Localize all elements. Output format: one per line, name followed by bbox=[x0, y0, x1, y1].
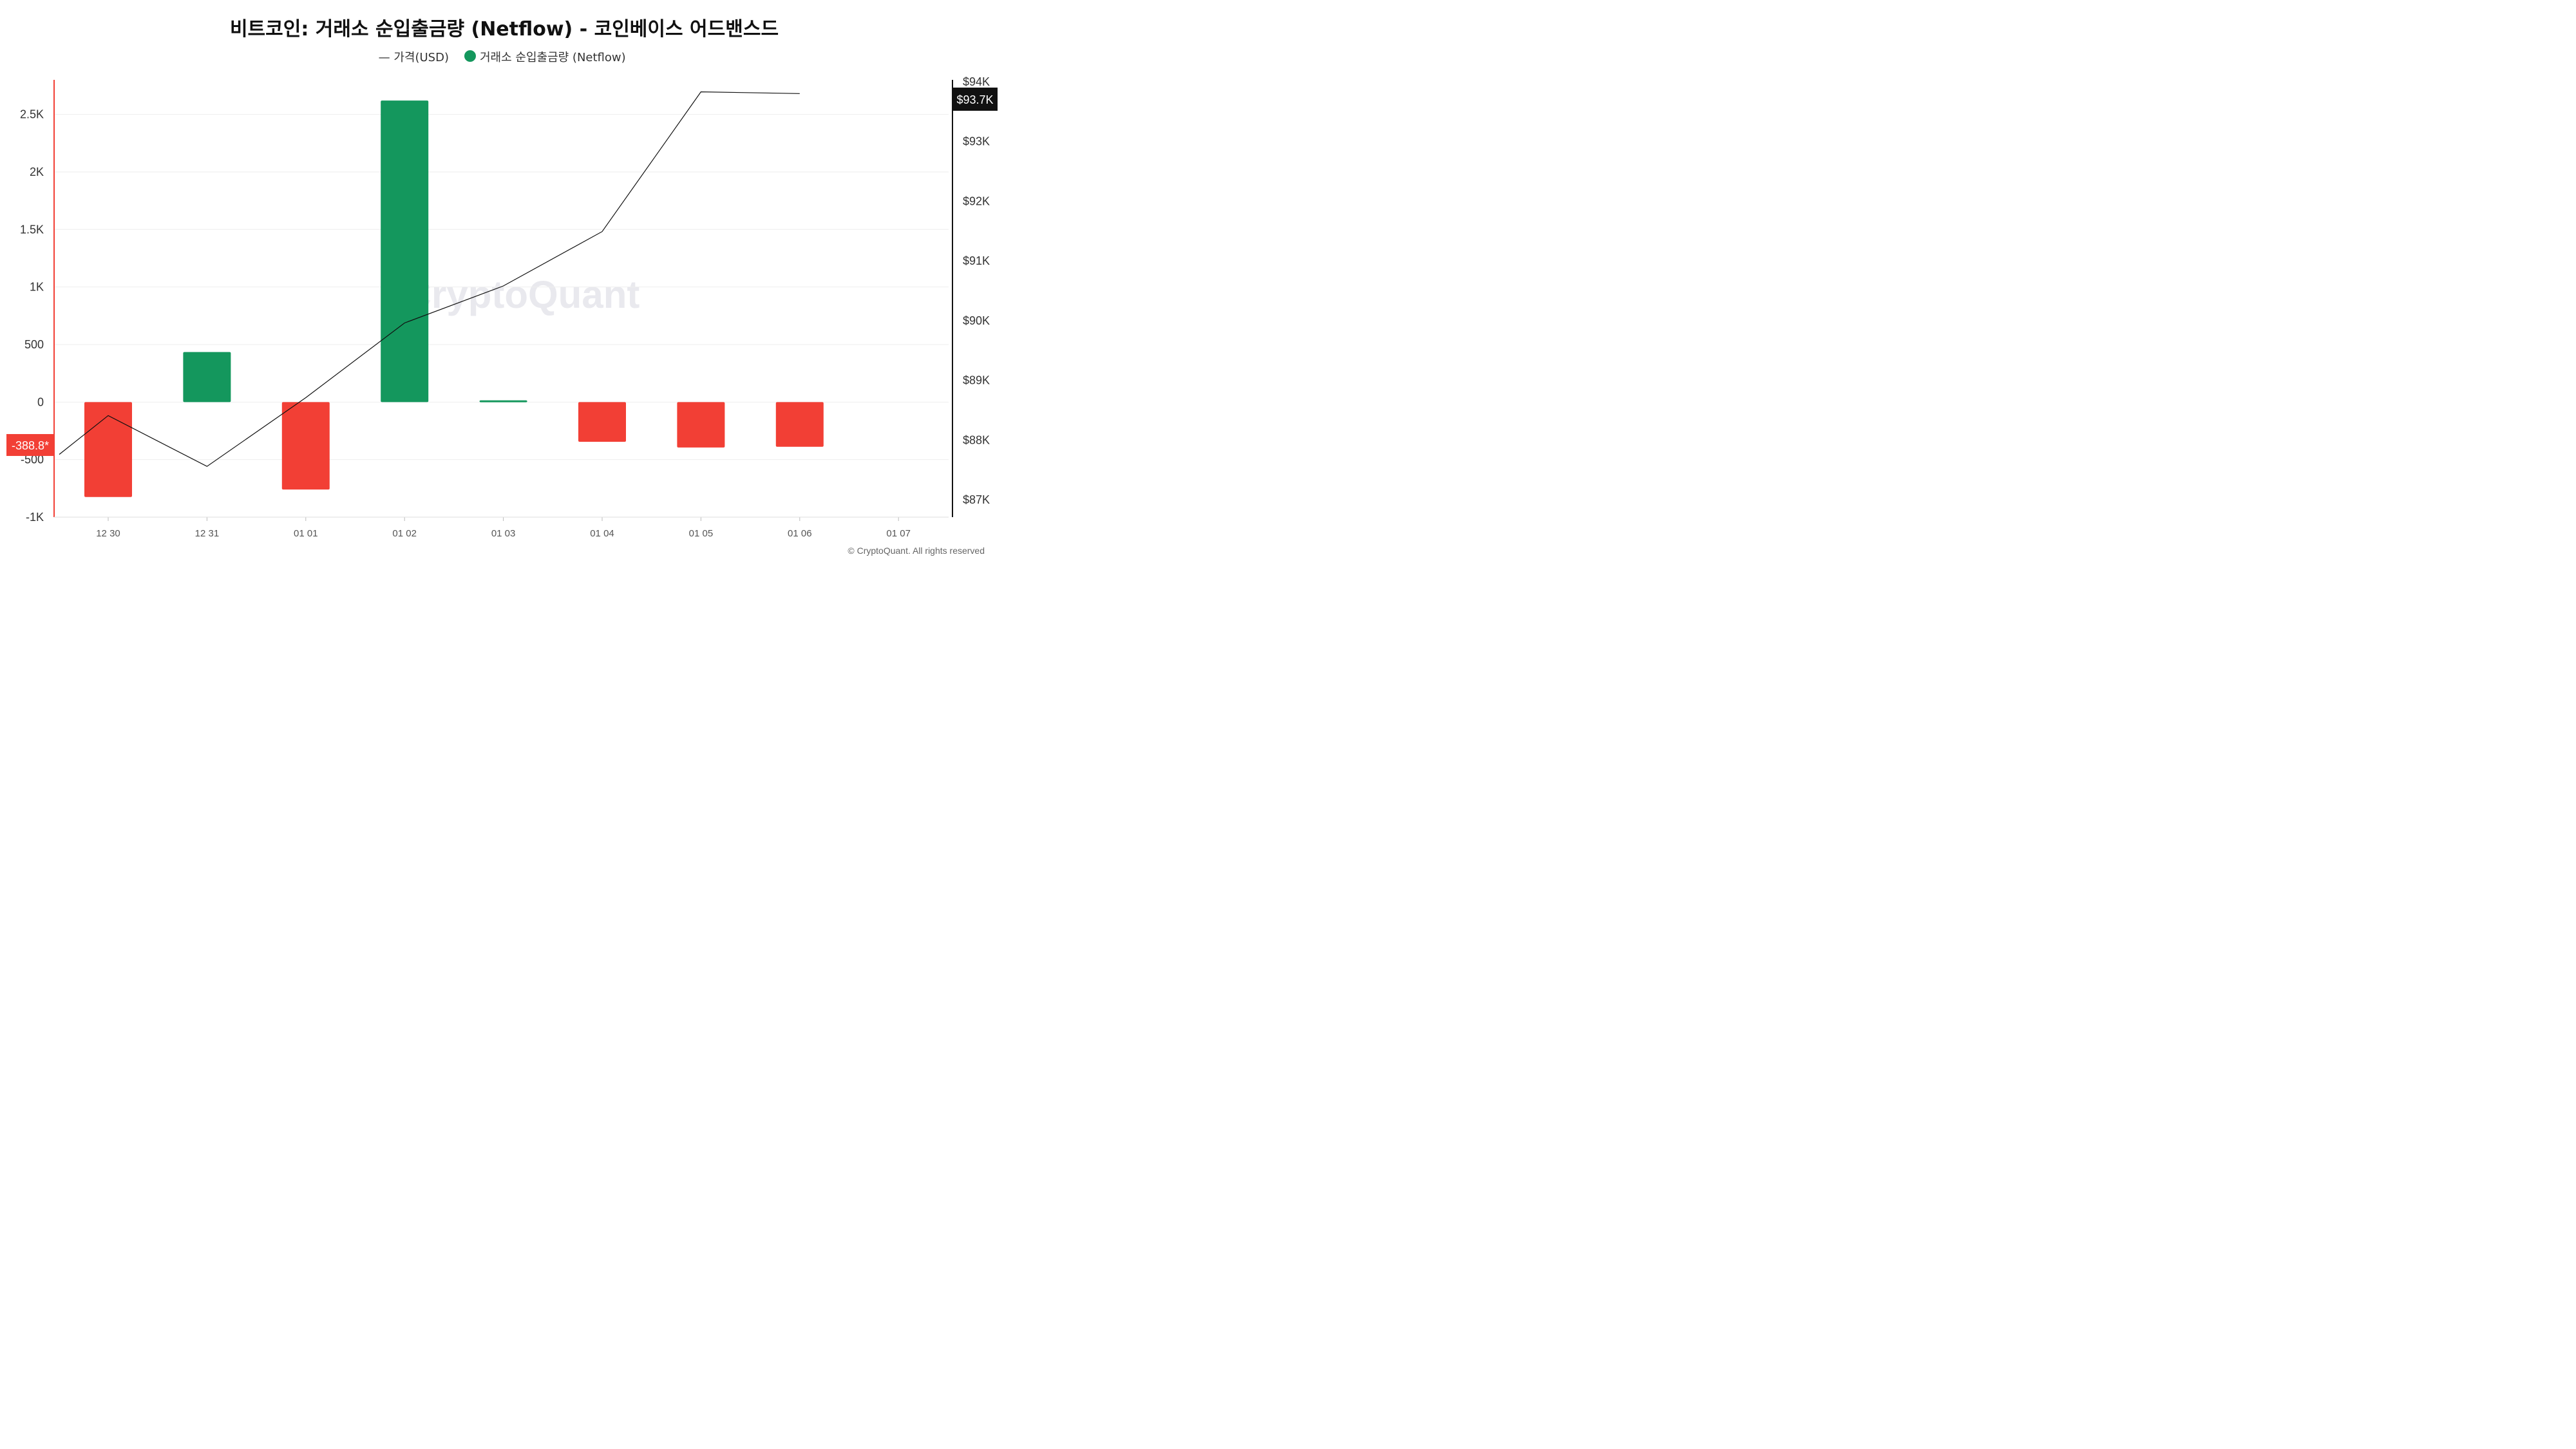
netflow-bar bbox=[183, 352, 231, 402]
netflow-bar bbox=[381, 100, 429, 402]
right-tick-label: $94K bbox=[963, 75, 990, 88]
netflow-flag-label: -388.8* bbox=[12, 439, 49, 452]
netflow-bar bbox=[281, 402, 330, 490]
netflow-bar bbox=[84, 402, 132, 497]
x-tick-label: 01 05 bbox=[689, 528, 714, 539]
right-tick-label: $89K bbox=[963, 374, 990, 387]
chart-title: 비트코인: 거래소 순입출금량 (Netflow) - 코인베이스 어드밴스드 bbox=[230, 18, 779, 41]
price-flag-bg bbox=[953, 88, 998, 111]
netflow-flag-bg bbox=[6, 434, 54, 456]
left-tick-label: 1K bbox=[30, 281, 44, 294]
netflow-bar bbox=[578, 402, 626, 442]
left-tick-label: -1K bbox=[26, 511, 44, 524]
x-tick-label: 01 02 bbox=[392, 528, 417, 539]
left-tick-label: -500 bbox=[21, 453, 44, 466]
netflow-bar bbox=[677, 402, 725, 448]
tick-labels: -1K -500 0 500 1K 1.5K 2K 2.5K $87K $88K $89K $90K $… bbox=[20, 75, 990, 539]
price-line bbox=[59, 91, 800, 467]
right-tick-label: $87K bbox=[963, 493, 990, 506]
chart: 비트코인: 거래소 순입출금량 (Netflow) - 코인베이스 어드밴스드 … bbox=[6, 18, 998, 556]
legend[interactable]: — 가격(USD) 거래소 순입출금량 (Netflow) bbox=[379, 50, 626, 64]
legend-netflow-dot bbox=[464, 50, 476, 62]
x-tick-label: 12 30 bbox=[96, 528, 120, 539]
netflow-bar bbox=[775, 402, 824, 447]
x-tick-label: 01 04 bbox=[590, 528, 614, 539]
right-tick-label: $92K bbox=[963, 194, 990, 207]
left-tick-label: 2.5K bbox=[20, 108, 44, 121]
right-tick-label: $93K bbox=[963, 135, 990, 148]
price-line-layer bbox=[59, 91, 800, 467]
price-current-flag: $93.7K bbox=[953, 88, 998, 111]
left-tick-label: 2K bbox=[30, 166, 44, 178]
right-tick-label: $91K bbox=[963, 254, 990, 267]
netflow-bars bbox=[84, 100, 824, 497]
left-tick-label: 0 bbox=[37, 395, 44, 408]
legend-price-label[interactable]: — 가격(USD) bbox=[379, 51, 449, 64]
right-tick-label: $90K bbox=[963, 314, 990, 327]
left-tick-label: 1.5K bbox=[20, 223, 44, 236]
x-tick-label: 01 03 bbox=[491, 528, 516, 539]
x-tick-label: 01 01 bbox=[294, 528, 318, 539]
netflow-current-flag: -388.8* bbox=[6, 434, 54, 456]
left-tick-label: 500 bbox=[24, 338, 44, 351]
legend-netflow-label[interactable]: 거래소 순입출금량 (Netflow) bbox=[480, 51, 626, 64]
netflow-bar bbox=[479, 400, 527, 402]
right-tick-label: $88K bbox=[963, 433, 990, 446]
x-tick-label: 12 31 bbox=[195, 528, 220, 539]
watermark: CryptoQuant bbox=[404, 273, 640, 316]
x-tick-label: 01 06 bbox=[788, 528, 812, 539]
price-flag-label: $93.7K bbox=[956, 93, 993, 106]
x-tick-label: 01 07 bbox=[886, 528, 911, 539]
copyright-credit: © CryptoQuant. All rights reserved bbox=[848, 545, 985, 556]
